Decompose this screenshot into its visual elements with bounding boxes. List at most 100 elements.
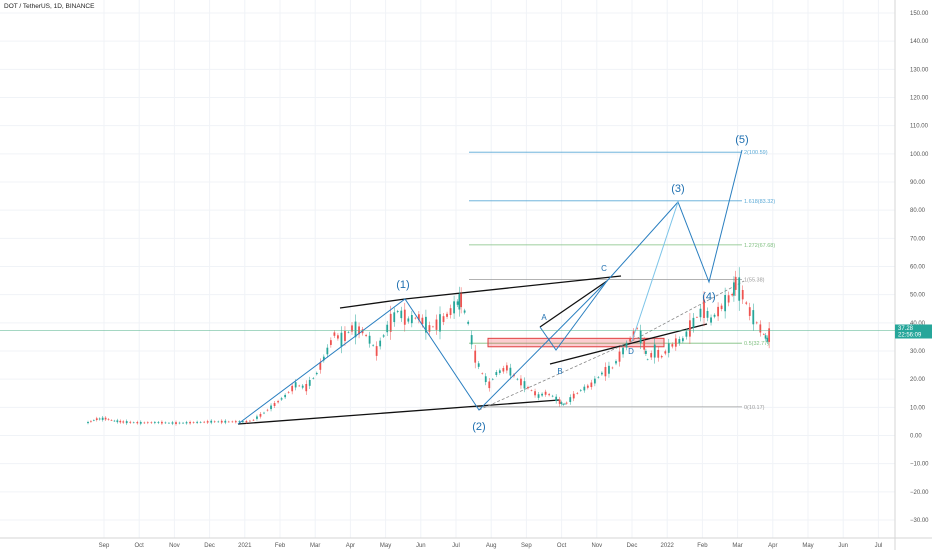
- y-tick-label: −20.00: [910, 490, 929, 496]
- candle-body: [90, 421, 92, 422]
- candle-body: [618, 351, 621, 362]
- candle-body: [660, 356, 663, 358]
- candle-body: [101, 417, 104, 420]
- candle-body: [741, 289, 744, 300]
- candle-body: [674, 338, 677, 347]
- candle-body: [541, 393, 543, 396]
- candle-body: [308, 380, 311, 386]
- candle-body: [171, 422, 174, 424]
- candle-body: [667, 343, 670, 353]
- candle-body: [393, 312, 396, 323]
- candle-body: [217, 421, 220, 423]
- y-tick-label: 20.00: [910, 377, 926, 383]
- candle-body: [407, 318, 410, 322]
- support-trendline: [237, 399, 560, 425]
- candle-body: [414, 317, 417, 319]
- candle-body: [284, 394, 287, 398]
- candle-body: [755, 322, 758, 324]
- candle-body: [425, 316, 427, 333]
- candle-body: [132, 422, 135, 424]
- candle-body: [266, 409, 269, 411]
- candle-body: [368, 335, 371, 344]
- candle-body: [280, 398, 283, 400]
- candle-body: [734, 276, 737, 290]
- y-tick-label: −10.00: [910, 462, 929, 468]
- y-tick-label: 60.00: [910, 265, 926, 271]
- candle-body: [639, 330, 642, 344]
- candle-body: [696, 317, 698, 318]
- current-price-value: 37.28: [898, 326, 914, 332]
- candle-body: [107, 419, 110, 420]
- candle-body: [653, 344, 656, 358]
- candle-body: [396, 311, 399, 313]
- candle-body: [337, 335, 339, 339]
- x-tick-label: Sep: [99, 543, 110, 549]
- candle-body: [421, 317, 424, 325]
- candle-body: [119, 420, 122, 423]
- candle-body: [548, 394, 551, 396]
- y-tick-label: −30.00: [910, 518, 929, 524]
- candle-body: [622, 347, 624, 355]
- resistance-trendline-2: [404, 275, 622, 300]
- candle-body: [139, 421, 142, 424]
- candle-body: [564, 403, 566, 405]
- candle-body: [604, 367, 607, 377]
- y-tick-label: 80.00: [910, 208, 926, 214]
- y-tick-label: 10.00: [910, 405, 926, 411]
- candle-body: [537, 394, 540, 398]
- candle-body: [689, 320, 691, 337]
- candle-body: [319, 362, 322, 370]
- candle-body: [474, 350, 477, 363]
- candle-body: [238, 421, 241, 423]
- candle-body: [196, 421, 199, 423]
- x-tick-label: May: [802, 543, 813, 549]
- candle-body: [495, 372, 498, 376]
- x-tick-label: Apr: [346, 543, 355, 549]
- y-axis[interactable]: 150.00 140.00 130.00 120.00 110.00 100.00 90.0…: [894, 0, 929, 550]
- candle-body: [527, 387, 529, 389]
- candle-body: [608, 365, 610, 374]
- y-tick-label: 40.00: [910, 321, 926, 327]
- candle-body: [509, 367, 512, 376]
- candle-body: [315, 372, 318, 375]
- candle-body: [534, 391, 536, 396]
- candle-body: [116, 420, 119, 423]
- wave-label: (2): [472, 421, 485, 433]
- candle-body: [560, 402, 563, 405]
- candle-body: [597, 377, 600, 378]
- sub-wave-label: C: [601, 264, 607, 273]
- candle-body: [234, 421, 237, 423]
- candle-body: [449, 308, 452, 315]
- candle-body: [231, 421, 234, 423]
- candle-body: [333, 332, 336, 336]
- x-tick-label: Jul: [875, 543, 883, 549]
- candle-body: [699, 308, 702, 318]
- candle-body: [551, 395, 554, 397]
- candle-body: [294, 382, 297, 388]
- candle-body: [724, 295, 727, 312]
- candle-body: [646, 359, 649, 361]
- candle-body: [386, 324, 389, 333]
- candle-body: [569, 397, 572, 403]
- candle-body: [168, 422, 170, 424]
- candle-body: [164, 422, 167, 424]
- channel-line-a: [539, 280, 608, 328]
- candle-body: [375, 346, 378, 356]
- candle-body: [703, 299, 705, 318]
- x-tick-label: Feb: [275, 543, 286, 549]
- x-tick-label: 2022: [661, 543, 675, 549]
- x-axis[interactable]: Sep Oct Nov Dec 2021 Feb Mar Apr May Jun Jul Aug Sep…: [0, 537, 932, 549]
- candle-body: [720, 305, 723, 310]
- candle-body: [446, 313, 448, 317]
- candle-body: [157, 422, 160, 423]
- y-tick-label: 140.00: [910, 39, 929, 45]
- candle-body: [766, 337, 769, 342]
- candle-body: [572, 393, 575, 399]
- y-tick-label: 110.00: [910, 124, 929, 130]
- candle-body: [664, 351, 667, 354]
- y-tick-label: 70.00: [910, 236, 926, 242]
- wave-alt-path: [631, 201, 679, 342]
- candle-body: [555, 396, 558, 402]
- candle-body: [372, 345, 375, 346]
